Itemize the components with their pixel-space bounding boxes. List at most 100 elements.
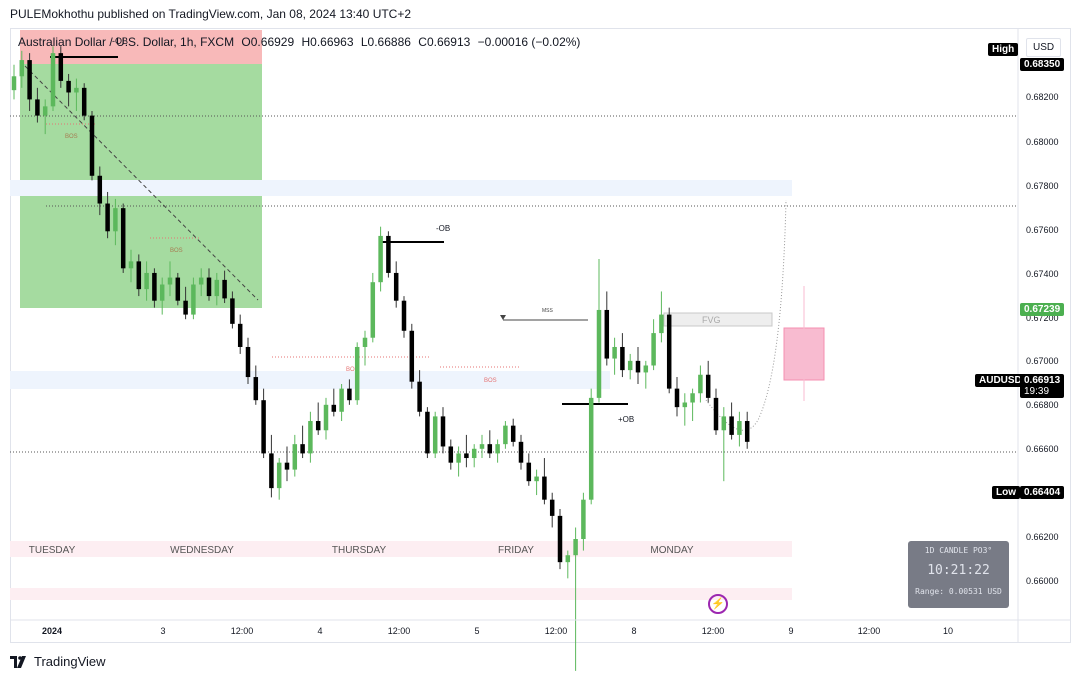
day-label: WEDNESDAY <box>170 545 234 556</box>
countdown-title: 1D CANDLE PO3° <box>924 546 993 555</box>
candle-body <box>627 360 633 371</box>
candle-body <box>136 261 142 290</box>
candle-body <box>604 309 610 359</box>
candle-body <box>214 279 220 297</box>
time-axis[interactable]: 2024 3 12:00 4 12:00 5 12:00 8 12:00 9 12:00 10 <box>42 626 953 636</box>
ohlc-high: H0.66963 <box>301 35 354 49</box>
trend-line <box>24 65 259 301</box>
tradingview-logo[interactable]: TradingView <box>10 654 106 669</box>
candle-body <box>206 277 212 297</box>
candle-body <box>50 53 56 107</box>
candle-body <box>698 374 703 394</box>
price-tick: 0.67600 <box>1026 225 1059 235</box>
marker-price-tag: 0.67239 <box>1020 303 1065 316</box>
candle-body <box>120 208 126 269</box>
time-tick: 4 <box>317 626 322 636</box>
last-price-countdown: 19:39 <box>1024 386 1050 397</box>
candle-body <box>666 314 672 389</box>
candle-body <box>152 272 157 301</box>
candle-countdown-widget: 1D CANDLE PO3° 10:21:22 Range: 0.00531 U… <box>908 541 1009 608</box>
candle-body <box>191 284 196 315</box>
time-tick: 3 <box>160 626 165 636</box>
candle-body <box>362 337 368 347</box>
candle-body <box>315 421 321 431</box>
ohlc-close: C0.66913 <box>418 35 471 49</box>
candle-body <box>222 279 227 299</box>
tv-logo-icon <box>10 655 26 668</box>
high-value: 0.68350 <box>1020 58 1065 71</box>
candle-body <box>549 499 555 516</box>
candle-body <box>651 333 656 366</box>
neg-ob-label: -OB <box>436 224 450 233</box>
candle-body <box>620 346 625 371</box>
price-tick: 0.68000 <box>1026 137 1059 147</box>
price-tick: 0.68200 <box>1026 92 1059 102</box>
time-tick: 5 <box>474 626 479 636</box>
candle-body <box>245 346 251 378</box>
low-value: 0.66404 <box>1020 486 1065 499</box>
bos-label-1: BOS <box>65 134 78 140</box>
candle-body <box>11 76 17 91</box>
symbol-legend: Australian Dollar / U.S. Dollar, 1h, FXC… <box>18 35 584 49</box>
price-axis[interactable]: 0.68200 0.68000 0.67800 0.67600 0.67400 0.672… <box>1026 92 1059 586</box>
candle-body <box>510 425 516 442</box>
time-tick: 12:00 <box>545 626 568 636</box>
candle-body <box>612 346 617 359</box>
countdown-range: Range: 0.00531 USD <box>915 587 1002 596</box>
day-band <box>10 541 792 557</box>
day-label: FRIDAY <box>498 545 534 556</box>
mss-marker <box>500 315 506 320</box>
day-label: TUESDAY <box>29 545 76 556</box>
candle-body <box>635 360 641 373</box>
candle-body <box>503 425 508 445</box>
bos-label-4: BOS <box>484 378 497 384</box>
candle-body <box>230 298 235 324</box>
candle-body <box>128 261 134 269</box>
candle-body <box>370 282 376 338</box>
time-tick: 12:00 <box>858 626 881 636</box>
candle-body <box>323 404 329 431</box>
price-tick: 0.67200 <box>1026 313 1059 323</box>
candle-body <box>300 444 305 454</box>
candle-body <box>261 400 266 454</box>
candle-body <box>144 272 149 290</box>
candle-body <box>276 462 282 489</box>
candle-body <box>58 53 64 81</box>
price-tick: 0.66000 <box>1026 576 1059 586</box>
candle-body <box>674 388 680 408</box>
lower-liquidity-band <box>10 371 610 389</box>
candle-body <box>81 87 87 116</box>
candle-body <box>705 374 711 398</box>
candle-body <box>440 416 446 447</box>
high-label: High <box>988 43 1019 56</box>
chart-frame[interactable] <box>10 28 1071 643</box>
candle-body <box>27 60 32 100</box>
candle-body <box>401 300 407 331</box>
candle-body <box>42 106 48 116</box>
candle-body <box>596 309 602 398</box>
candle-body <box>66 80 71 93</box>
day-labels: TUESDAY WEDNESDAY THURSDAY FRIDAY MONDAY <box>29 545 694 556</box>
symbol-title: Australian Dollar / U.S. Dollar, 1h, FXC… <box>18 35 235 49</box>
candle-body <box>573 539 578 556</box>
candle-body <box>659 314 664 334</box>
last-price-value: 0.66913 <box>1024 375 1061 386</box>
candle-body <box>737 421 742 435</box>
top-bar: PULEMokhothu published on TradingView.co… <box>0 0 1080 28</box>
candle-body <box>744 421 750 442</box>
lightning-icon[interactable]: ⚡ <box>708 594 728 614</box>
candle-body <box>183 300 188 315</box>
candle-body <box>471 448 477 459</box>
currency-button[interactable]: USD <box>1026 38 1062 57</box>
fvg-label: FVG <box>702 315 721 325</box>
time-tick: 10 <box>943 626 953 636</box>
last-symbol-tag: AUDUSD <box>975 374 1026 387</box>
candle-body <box>269 453 274 489</box>
publish-info: PULEMokhothu published on TradingView.co… <box>10 7 412 21</box>
price-tick: 0.66200 <box>1026 532 1059 542</box>
candle-body <box>534 476 539 482</box>
day-label: THURSDAY <box>332 545 387 556</box>
candle-body <box>495 444 500 454</box>
footer-brand: TradingView <box>34 654 106 669</box>
